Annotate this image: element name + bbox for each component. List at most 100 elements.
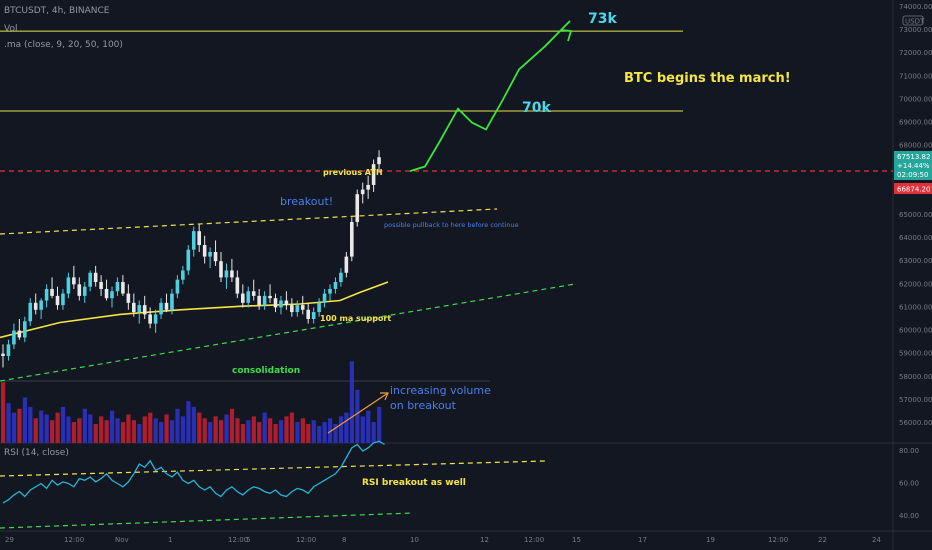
candle-body (66, 277, 71, 294)
volume-bar (22, 397, 27, 443)
candle-body (115, 282, 120, 292)
time-tick-label: 5 (246, 536, 250, 544)
volume-bar (257, 422, 262, 443)
candle-body (170, 293, 174, 310)
annotation-volume-2: on breakout (390, 399, 457, 412)
time-tick-label: 15 (572, 536, 581, 544)
currency-label[interactable]: USDT (905, 18, 925, 26)
volume-bar (197, 412, 202, 443)
candle-body (121, 282, 125, 294)
candle-body (377, 157, 381, 165)
volume-bar (77, 418, 82, 443)
volume-bar (115, 418, 120, 443)
candle-body (39, 300, 43, 310)
candle-body (44, 288, 49, 301)
price-tick-label: 63000.00 (899, 257, 932, 265)
annotation-ma-support: 100 ma support (320, 314, 391, 323)
candle-body (344, 256, 349, 273)
candle-body (268, 295, 272, 299)
price-tick-label: 71000.00 (899, 72, 932, 80)
price-tick-label: 73000.00 (899, 26, 932, 34)
volume-bar (93, 424, 98, 443)
volume-bar (148, 412, 153, 443)
rsi-tick-label: 40.00 (899, 512, 919, 520)
candle-body (28, 302, 33, 322)
symbol-header[interactable]: BTCUSDT, 4h, BINANCE (4, 6, 110, 16)
candle-body (241, 293, 245, 303)
time-tick-label: 22 (818, 536, 827, 544)
volume-bar (300, 418, 305, 443)
volume-bar (17, 408, 22, 443)
candle-body (333, 282, 338, 289)
candle-body (246, 291, 251, 303)
time-tick-label: 12:00 (64, 536, 84, 544)
candle-body (328, 288, 332, 294)
candle-body (137, 305, 142, 313)
ma-indicator-label[interactable]: .ma (close, 9, 20, 50, 100) (4, 40, 123, 50)
candle-body (132, 302, 136, 313)
candle-body (61, 293, 65, 306)
currency-badge[interactable] (902, 15, 924, 26)
candle-body (142, 305, 147, 315)
volume-bar (120, 422, 126, 443)
volume-bar (251, 416, 256, 443)
candle-body (257, 295, 261, 306)
candle-body (88, 272, 92, 287)
volume-indicator-label[interactable]: Vol (4, 24, 18, 34)
volume-bar (229, 408, 235, 443)
volume-bar (71, 422, 77, 443)
time-tick-label: 12:00 (768, 536, 788, 544)
candle-body (279, 300, 283, 308)
last-price-badge (894, 151, 932, 180)
volume-bar (240, 424, 245, 443)
volume-bar (360, 416, 365, 443)
annotation-volume-1: increasing volume (390, 384, 491, 397)
rsi-indicator-label[interactable]: RSI (14, close) (4, 448, 69, 458)
candle-body (181, 270, 185, 280)
candle-body (77, 284, 82, 296)
volume-bar (180, 416, 186, 443)
volume-bar (355, 389, 360, 443)
rsi-tick-label: 80.00 (899, 447, 919, 455)
volume-bar (66, 416, 71, 443)
candle-body (273, 298, 278, 308)
volume-bar (175, 408, 180, 443)
time-tick-label: 12:00 (228, 536, 248, 544)
candle-body (355, 194, 360, 222)
candle-body (235, 277, 240, 294)
volume-bar (186, 401, 191, 443)
candle-body (159, 302, 163, 315)
time-tick-label: 24 (872, 536, 881, 544)
price-tick-label: 58000.00 (899, 373, 932, 381)
candle-body (360, 189, 365, 195)
candle-body (50, 288, 54, 296)
price-tick-label: 68000.00 (899, 142, 932, 150)
volume-bar (191, 406, 196, 443)
volume-bar (11, 412, 17, 443)
volume-bar (159, 422, 164, 443)
candle-body (126, 293, 131, 303)
volume-bar (99, 416, 104, 443)
projection-path (409, 20, 571, 172)
price-tick-label: 64000.00 (899, 234, 932, 242)
volume-bar (55, 412, 60, 443)
volume-bar (328, 418, 333, 443)
volume-bar (284, 416, 289, 443)
volume-bar (131, 420, 136, 443)
candle-body (219, 261, 223, 278)
volume-bar (224, 414, 229, 443)
candle-body (213, 251, 218, 262)
volume-bar (278, 420, 284, 443)
candle-body (55, 295, 60, 306)
price-tick-label: 70000.00 (899, 95, 932, 103)
volume-bar (126, 414, 131, 443)
volume-bar (366, 410, 371, 443)
candle-body (148, 314, 152, 324)
price-tick-label: 72000.00 (899, 49, 932, 57)
volume-bar (289, 412, 295, 443)
time-tick-label: 12:00 (524, 536, 544, 544)
candle-body (82, 286, 87, 296)
volume-bar (39, 410, 44, 443)
rsi-upper-trend (0, 460, 546, 477)
